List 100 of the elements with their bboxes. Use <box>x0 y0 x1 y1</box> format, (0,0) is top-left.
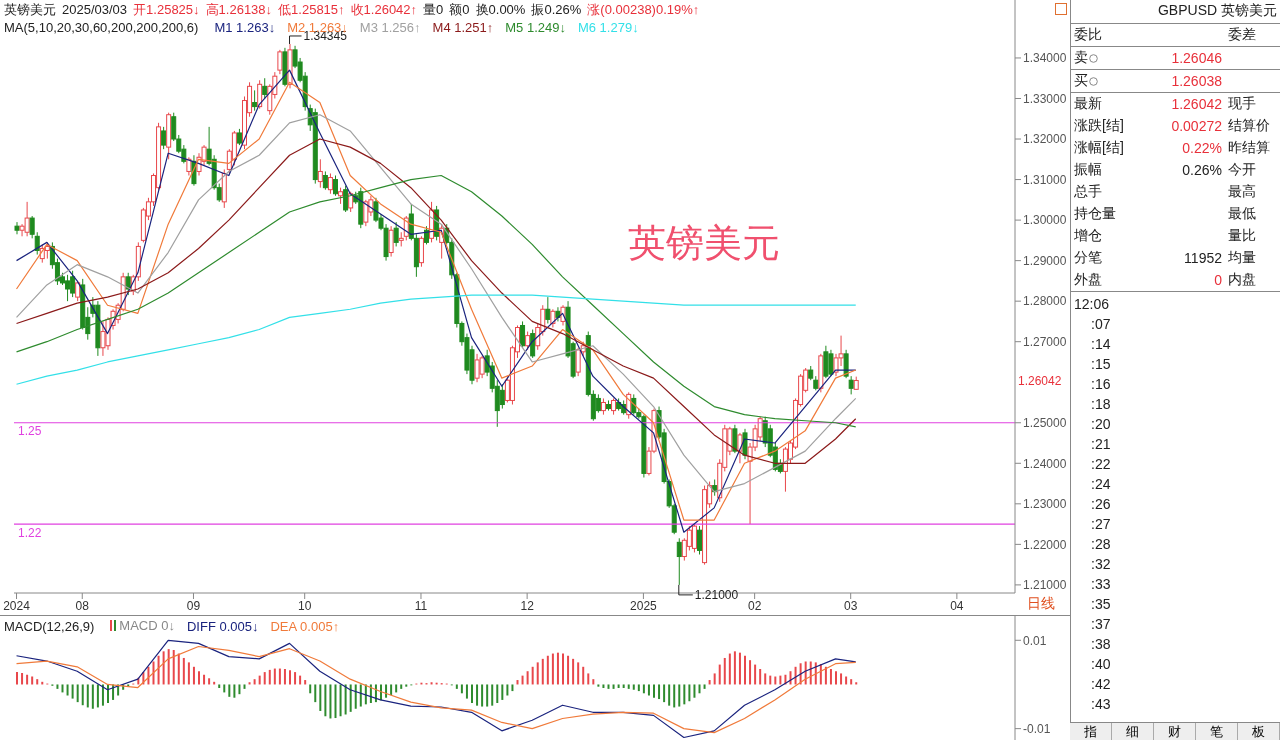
bar <box>192 666 195 685</box>
bar <box>314 684 317 703</box>
text: :28 <box>1090 535 1112 554</box>
y-tick-label: 0.01 <box>1023 633 1047 648</box>
text: :20 <box>1090 415 1112 434</box>
bar <box>501 684 504 700</box>
candlestick <box>697 525 702 555</box>
category-label: 外盘 <box>1074 271 1103 289</box>
category-label: 现手 <box>1228 95 1256 111</box>
candlestick <box>14 221 20 235</box>
category-label: 板 <box>1238 723 1280 740</box>
bar <box>562 653 564 685</box>
ref-line-label: 1.25 <box>18 424 42 439</box>
annotation: 收1.26042↑ <box>350 2 418 17</box>
text: :26 <box>1090 495 1112 514</box>
category-label: 细 <box>1112 723 1154 740</box>
text: 英镑美元 <box>628 221 780 266</box>
bar <box>723 657 726 685</box>
category-label: 均量 <box>1228 249 1256 265</box>
bar <box>693 684 696 698</box>
annotation: 2025/03/03 <box>62 2 128 17</box>
text: 1.26038 <box>1171 73 1222 89</box>
category-label: 笔 <box>1196 723 1238 740</box>
y-tick-label: 1.33000 <box>1023 91 1067 106</box>
chart-title: MACD(12,26,9) <box>4 619 95 634</box>
category-label: 总手 <box>1074 183 1103 201</box>
category-label: 卖 <box>1074 49 1089 67</box>
bar <box>607 684 610 689</box>
text: M3 1.256↑ <box>359 20 421 35</box>
bar <box>81 684 84 706</box>
text: 0 <box>1214 272 1222 288</box>
x-tick-label: 2024 <box>3 598 31 613</box>
bar <box>71 684 74 699</box>
candlestick <box>161 126 167 150</box>
candlestick <box>322 170 328 191</box>
candlestick <box>327 172 333 195</box>
bar <box>339 684 342 717</box>
bar <box>749 660 752 685</box>
line-series <box>15 294 857 385</box>
bar <box>486 684 489 707</box>
candlestick <box>499 383 505 410</box>
text: :38 <box>1090 635 1112 654</box>
candlestick <box>530 329 536 359</box>
bar <box>243 684 246 689</box>
candlestick <box>257 79 263 110</box>
candlestick <box>550 308 556 329</box>
y-tick-label: 1.31000 <box>1023 172 1067 187</box>
text: 11952 <box>1184 250 1222 266</box>
text: M4 1.251↑ <box>432 20 494 35</box>
bar <box>329 684 332 719</box>
bar <box>718 664 721 685</box>
bar <box>66 684 69 696</box>
bar <box>167 649 170 685</box>
bar <box>683 684 686 705</box>
text: 0.00272 <box>1171 118 1222 134</box>
category-label: 最新 <box>1074 95 1103 113</box>
bar <box>536 662 539 685</box>
text: M5 1.249↓ <box>505 20 566 35</box>
bar <box>455 684 458 689</box>
bar <box>829 669 832 685</box>
legend-label: MACD 0↓ <box>118 618 175 633</box>
text: :22 <box>1090 455 1112 474</box>
bar <box>395 684 398 693</box>
series-label: DEA 0.005↑ <box>270 619 340 634</box>
text: M1 1.263↓ <box>214 20 276 35</box>
y-tick-label: 1.28000 <box>1023 294 1067 309</box>
text: 0.22% <box>1182 140 1222 156</box>
bar <box>26 674 29 685</box>
bar <box>637 684 640 692</box>
bar <box>228 684 231 697</box>
text: GBPUSD 英镑美元 <box>1071 0 1280 24</box>
bar <box>253 679 256 685</box>
bar <box>617 684 620 688</box>
text: :37 <box>1090 615 1112 634</box>
annotation: 英镑美元 <box>4 2 56 17</box>
bar <box>840 673 843 685</box>
bar <box>764 673 767 685</box>
series-label: DIFF 0.005↓ <box>186 619 259 634</box>
candlestick <box>742 428 748 460</box>
candlestick <box>848 375 854 395</box>
bar <box>551 653 554 685</box>
bar <box>278 668 281 685</box>
bar <box>36 679 39 685</box>
text: :24 <box>1090 475 1112 494</box>
bar <box>294 672 297 685</box>
bar <box>172 650 175 685</box>
x-tick-label: 2025 <box>630 598 658 613</box>
bar <box>273 668 276 685</box>
category-label: 分笔 <box>1074 249 1103 267</box>
annotation: 量0 <box>423 2 444 17</box>
bar <box>324 684 327 717</box>
y-tick-label: 1.21000 <box>1023 578 1067 593</box>
bar <box>177 653 180 685</box>
bar <box>632 684 635 690</box>
bar <box>673 684 676 708</box>
bar <box>465 684 468 699</box>
text: 0.26% <box>1182 162 1222 178</box>
y-tick-label: 1.32000 <box>1023 132 1067 147</box>
bar <box>496 684 499 704</box>
category-label: 持仓量 <box>1074 205 1117 223</box>
